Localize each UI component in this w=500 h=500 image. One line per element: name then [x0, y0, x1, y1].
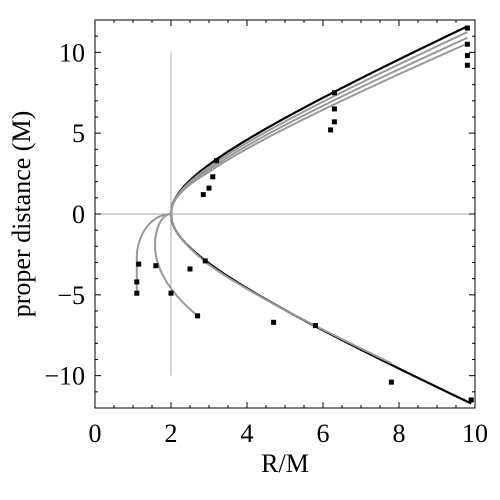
- series-curves: [135, 25, 472, 405]
- series-s4-marker-3: [136, 261, 142, 267]
- series-s2-marker-2: [464, 41, 470, 47]
- axis-ticks: 0 2 4 6 8 10 −10 −5 0 5 10: [44, 19, 488, 448]
- x-tick-label: 10: [462, 419, 488, 448]
- reference-lines: [95, 52, 475, 376]
- series-s3-marker-2: [464, 53, 470, 59]
- series-s2-lower-curve: [170, 213, 392, 365]
- series-s1-marker-5: [468, 397, 474, 403]
- series-markers: [134, 25, 474, 403]
- series-s1-marker-2: [464, 25, 470, 31]
- series-s1-marker-0: [214, 158, 220, 164]
- y-axis-title: proper distance (M): [7, 111, 36, 317]
- series-s3-marker-5: [195, 313, 201, 319]
- series-s3-marker-1: [331, 119, 337, 125]
- series-s4-marker-5: [134, 290, 140, 296]
- y-tick-label: −5: [57, 281, 85, 310]
- series-s1-upper-curve: [169, 25, 468, 215]
- series-s2-upper-curve: [170, 31, 468, 215]
- series-s3-marker-0: [206, 185, 212, 191]
- y-tick-label: 5: [72, 119, 85, 148]
- x-tick-label: 4: [241, 419, 254, 448]
- series-s4-marker-4: [134, 279, 140, 285]
- y-tick-label: −10: [44, 362, 85, 391]
- x-tick-label: 2: [165, 419, 178, 448]
- series-s2-marker-1: [331, 106, 337, 112]
- series-s2-marker-4: [271, 319, 277, 325]
- series-s4-marker-1: [328, 127, 334, 133]
- x-tick-label: 0: [89, 419, 102, 448]
- y-tick-label: 10: [59, 38, 85, 67]
- series-s4-upper-curve: [170, 42, 468, 215]
- series-s2-marker-5: [388, 379, 394, 385]
- series-s4-marker-2: [464, 62, 470, 68]
- series-s3-lower-curve: [154, 213, 199, 317]
- x-axis-title: R/M: [261, 449, 309, 478]
- series-s1-marker-1: [331, 90, 337, 96]
- series-s1-marker-3: [202, 258, 208, 264]
- series-s3-upper-curve: [170, 36, 468, 215]
- series-s2-marker-0: [210, 174, 216, 180]
- series-s3-marker-3: [153, 263, 159, 269]
- series-s3-marker-4: [168, 290, 174, 296]
- series-s4-marker-0: [200, 192, 206, 198]
- series-s2-marker-3: [187, 266, 193, 272]
- y-tick-label: 0: [72, 200, 85, 229]
- x-tick-label: 6: [317, 419, 330, 448]
- x-tick-label: 8: [393, 419, 406, 448]
- series-s1-marker-4: [312, 323, 318, 329]
- series-s1-lower-curve: [169, 213, 472, 405]
